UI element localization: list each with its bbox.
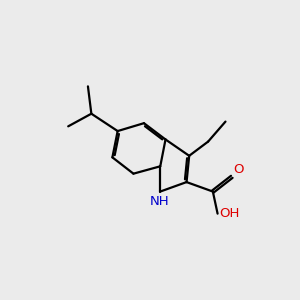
Text: NH: NH xyxy=(150,195,170,208)
Text: OH: OH xyxy=(220,207,240,220)
Text: O: O xyxy=(233,163,244,176)
